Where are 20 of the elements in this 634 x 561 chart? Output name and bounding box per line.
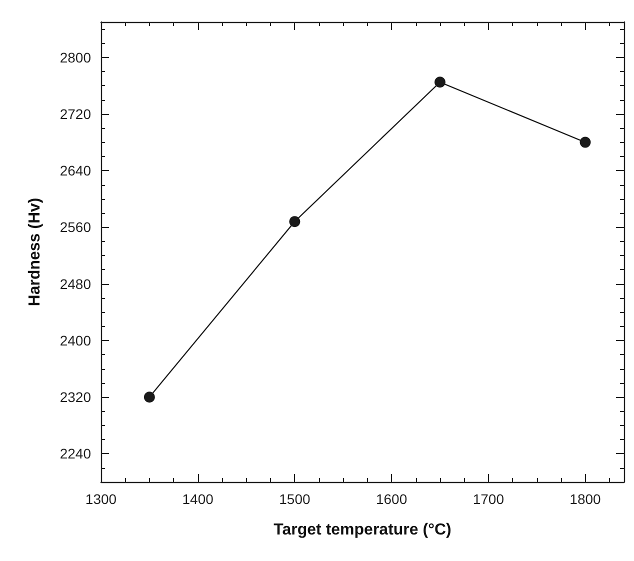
y-tick-label: 2720 — [60, 106, 92, 122]
x-tick-label: 1800 — [570, 491, 602, 507]
y-tick-label: 2640 — [60, 162, 92, 179]
x-axis-title: Target temperature (°C) — [274, 522, 452, 538]
x-tick-label: 1500 — [279, 491, 310, 507]
y-tick-label: 2560 — [60, 219, 92, 236]
point — [144, 392, 155, 403]
y-tick-label: 2800 — [60, 49, 92, 66]
x-tick-label: 1300 — [85, 491, 117, 507]
x-tick-label: 1700 — [472, 491, 504, 507]
x-tick-label: 1400 — [182, 491, 214, 507]
y-tick-label: 2320 — [60, 389, 92, 406]
point — [434, 76, 446, 88]
y-tick-label: 2240 — [60, 446, 92, 462]
y-axis-title: Hardness (Hv) — [26, 198, 44, 306]
x-tick-label: 1600 — [376, 491, 408, 507]
point — [289, 216, 300, 228]
y-tick-label: 2400 — [60, 332, 92, 348]
y-tick-label: 2480 — [60, 276, 92, 292]
point — [580, 136, 591, 148]
